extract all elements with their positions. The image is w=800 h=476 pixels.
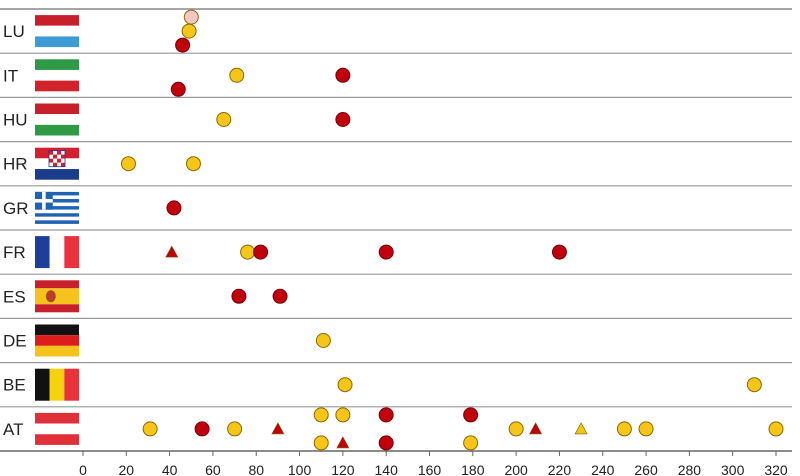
data-point-triangle [529, 422, 543, 435]
x-tick-label: 40 [162, 462, 178, 476]
flag-at [35, 412, 79, 445]
x-tick-label: 240 [591, 462, 615, 476]
data-point [463, 435, 479, 451]
data-point [175, 37, 191, 53]
data-point-triangle [336, 436, 350, 449]
x-tick-label: 300 [721, 462, 745, 476]
data-point [166, 200, 182, 216]
flag-de [35, 324, 79, 357]
data-point [313, 407, 329, 423]
data-point [120, 156, 136, 172]
data-point [335, 112, 351, 127]
data-point [142, 421, 158, 437]
data-point [185, 156, 201, 172]
x-tick-label: 60 [205, 462, 221, 476]
data-point-triangle [271, 422, 285, 435]
x-tick-label: 180 [461, 462, 485, 476]
data-point [272, 288, 288, 304]
country-label-lu: LU [3, 22, 25, 41]
data-point [170, 81, 186, 97]
country-label-it: IT [3, 66, 18, 85]
data-point [229, 67, 245, 83]
data-point [616, 421, 632, 437]
data-point [231, 288, 247, 304]
data-point [240, 244, 256, 260]
x-tick-label: 140 [375, 462, 399, 476]
data-point [508, 421, 524, 437]
x-tick-label: 120 [331, 462, 355, 476]
flag-it [35, 59, 79, 92]
data-point [463, 407, 479, 423]
flag-gr [35, 191, 79, 224]
flag-be [35, 368, 79, 401]
data-point [551, 244, 567, 260]
x-tick-label: 200 [504, 462, 528, 476]
x-tick-label: 220 [548, 462, 572, 476]
country-label-hu: HU [3, 111, 28, 130]
data-point [335, 67, 351, 83]
x-tick-label: 0 [79, 462, 87, 476]
data-point [378, 244, 394, 260]
flag-lu [35, 15, 79, 48]
data-point [253, 244, 269, 260]
data-point [335, 407, 351, 423]
data-point-triangle [165, 245, 179, 258]
x-tick-label: 160 [418, 462, 442, 476]
data-point [313, 435, 329, 451]
x-tick-label: 260 [634, 462, 658, 476]
x-tick-label: 80 [248, 462, 264, 476]
country-label-at: AT [3, 420, 23, 439]
country-label-hr: HR [3, 155, 28, 174]
data-point [315, 333, 331, 348]
data-point [181, 23, 197, 39]
flag-hu [35, 103, 79, 136]
data-point [378, 435, 394, 451]
data-point-triangle [574, 422, 588, 435]
country-label-es: ES [3, 287, 26, 306]
country-label-de: DE [3, 332, 27, 351]
flag-fr [35, 236, 79, 269]
x-tick-label: 20 [119, 462, 135, 476]
x-tick-label: 280 [678, 462, 702, 476]
data-point [638, 421, 654, 437]
data-point [216, 112, 232, 127]
data-point [194, 421, 210, 437]
data-point [183, 9, 199, 25]
country-label-be: BE [3, 376, 26, 395]
x-tick-label: 100 [288, 462, 312, 476]
data-point [746, 377, 762, 393]
data-point [337, 377, 353, 393]
flag-es [35, 280, 79, 313]
data-point [227, 421, 243, 437]
data-point [768, 421, 784, 437]
data-point [378, 407, 394, 423]
country-label-fr: FR [3, 243, 26, 262]
country-label-gr: GR [3, 199, 29, 218]
flag-hr [35, 147, 79, 180]
x-tick-label: 320 [764, 462, 788, 476]
